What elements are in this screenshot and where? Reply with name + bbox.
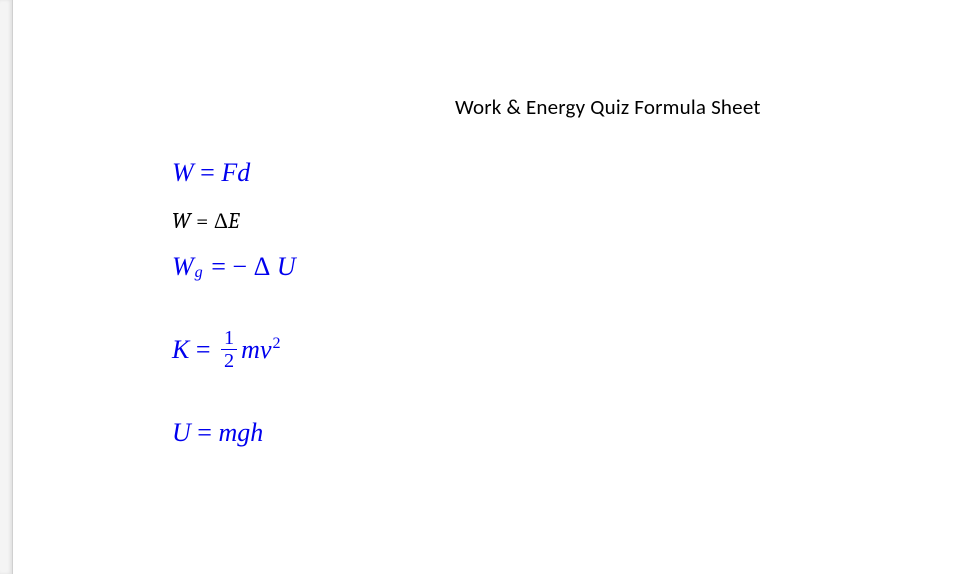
page-title: Work & Energy Quiz Formula Sheet [455,94,761,120]
var-m: m [241,337,260,363]
formula-list: W = F d W = Δ E W g = − Δ U K = 1 2 [172,160,296,446]
var-g: g [237,420,250,446]
minus: − [232,254,247,280]
equals: = [196,210,208,232]
equals: = [197,420,212,446]
var-K: K [172,337,189,363]
var-W: W [172,210,191,232]
var-v: v [260,337,272,363]
equals: = [196,337,211,363]
equals: = [200,160,215,186]
var-F: F [221,160,237,186]
var-W: W [172,160,194,186]
formula-work-delta-energy: W = Δ E [172,210,296,232]
formula-work-force-distance: W = F d [172,160,296,186]
superscript-2: 2 [272,336,280,352]
var-m: m [218,420,237,446]
var-h: h [250,420,263,446]
var-U: U [277,254,296,280]
var-W: W [172,254,194,280]
fraction-half: 1 2 [221,328,237,372]
var-E: E [228,210,239,232]
page-left-edge [0,0,13,574]
delta: Δ [254,254,271,280]
delta: Δ [214,210,228,232]
var-d: d [237,160,250,186]
formula-potential-energy: U = m g h [172,420,296,446]
fraction-denominator: 2 [221,349,237,371]
formula-work-gravity: W g = − Δ U [172,254,296,280]
equals: = [211,254,226,280]
var-U: U [172,420,191,446]
formula-kinetic-energy: K = 1 2 m v 2 [172,328,296,372]
subscript-g: g [195,265,203,281]
fraction-numerator: 1 [221,328,237,349]
